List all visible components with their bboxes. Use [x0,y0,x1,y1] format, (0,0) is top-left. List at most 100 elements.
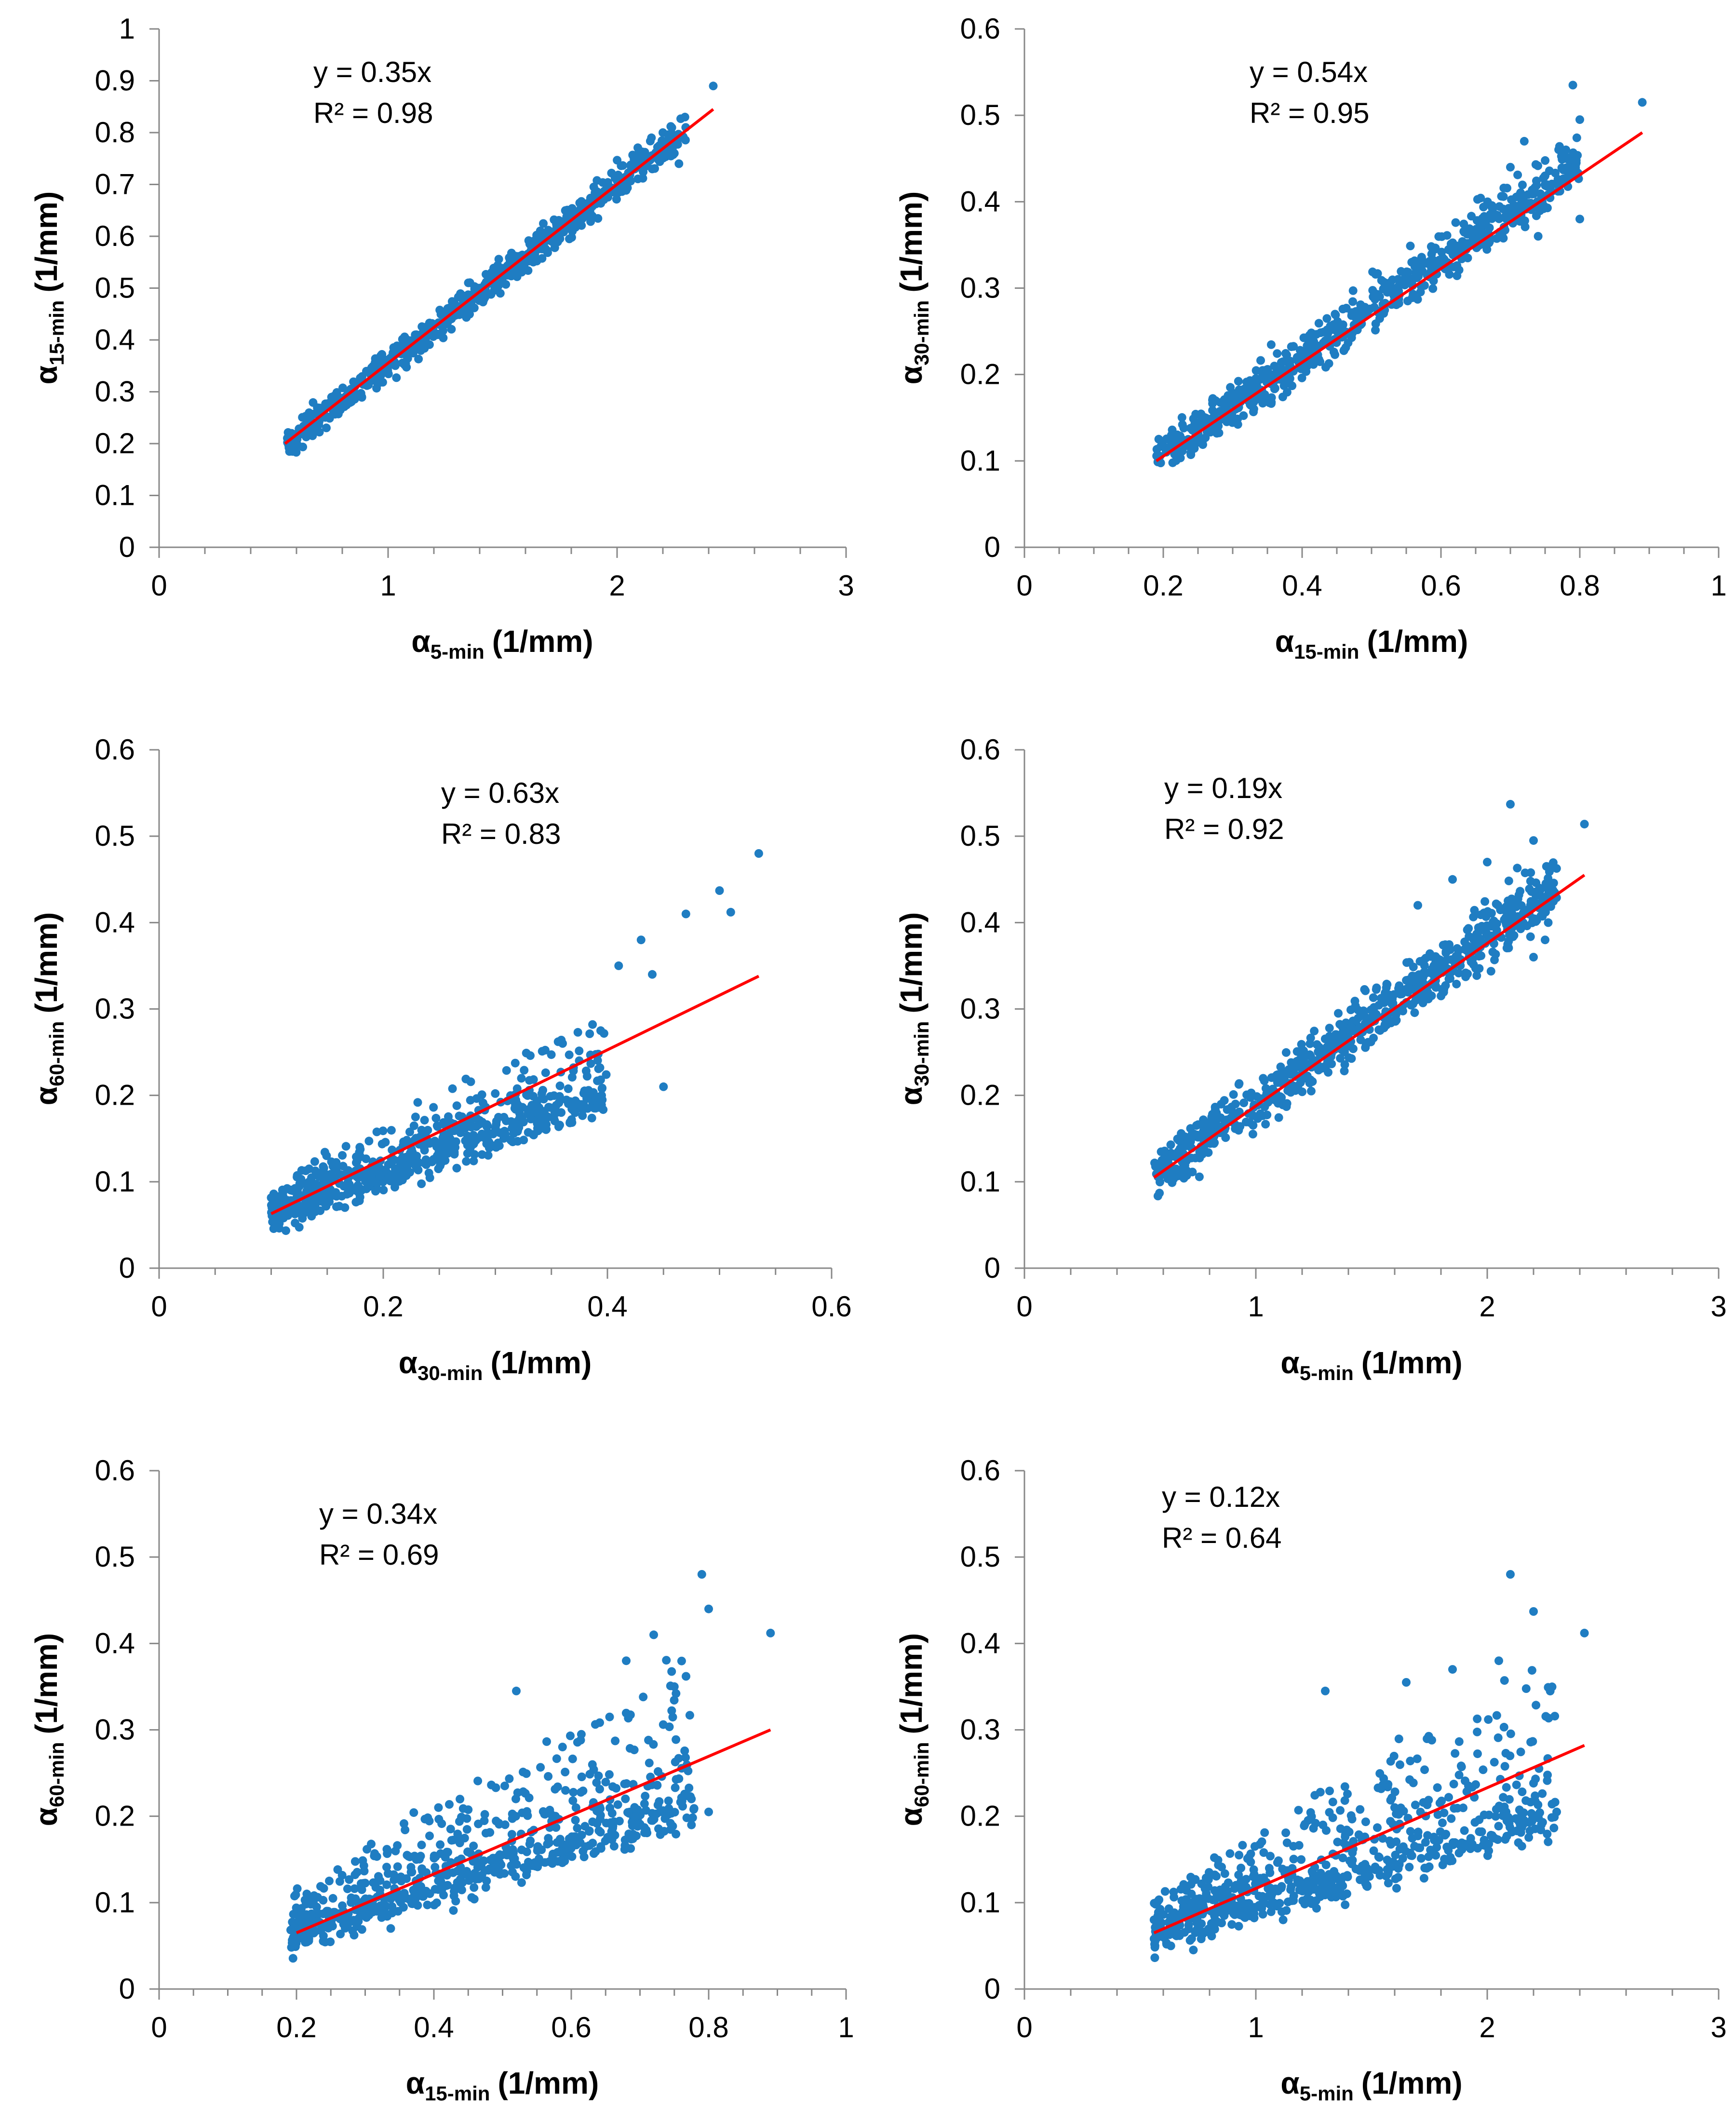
panel-1-data-point [372,384,381,393]
panel-5-data-point [319,1936,328,1946]
panel-5-data-point [462,1825,471,1834]
panel-5-data-point [624,1714,633,1723]
panel-5-data-point [681,1753,690,1762]
panel-3-data-point [390,1183,399,1191]
panel-4-data-point [1470,932,1479,941]
panel-2-data-point [1183,441,1192,450]
panel-5-data-point [307,1899,316,1908]
panel-2-data-point [1297,373,1306,382]
panel-1-data-point [524,266,533,275]
panel-2-data-point [1178,420,1187,429]
panel-5-data-point [526,1836,535,1845]
panel-6-data-point [1251,1879,1260,1888]
panel-2-data-point [1517,198,1526,207]
panel-6-data-point [1186,1872,1195,1881]
panel-3-data-point [525,1076,534,1085]
panel-5-data-point [594,1826,604,1835]
panel-6-data-point [1187,1889,1196,1898]
panel-2-data-point [1521,222,1530,231]
panel-6-data-point [1167,1914,1176,1923]
panel-5-data-point [409,1808,418,1817]
panel-5-data-point [545,1838,554,1847]
panel-5-data-point [430,1854,439,1863]
panel-6-data-point [1149,1934,1158,1943]
panel-5-data-point [349,1916,358,1925]
panel-5-x-tick-label: 0.2 [276,2011,316,2044]
panel-4-x-axis-title: α5-min (1/mm) [1280,1345,1462,1384]
panel-3-data-point [302,1180,311,1190]
panel-2-data-point [1541,156,1550,165]
panel-5-data-point [672,1775,681,1784]
panel-5-x-tick-label: 0 [151,2011,167,2044]
panel-6-data-point [1394,1810,1403,1819]
panel-4-data-point [1536,885,1545,894]
panel-3-data-point [409,1121,418,1130]
panel-5-data-point [704,1604,713,1613]
panel-5-data-point [588,1817,597,1827]
panel-4-data-point [1229,1090,1238,1099]
panel-2-data-point [1397,267,1406,276]
panel-4-data-point [1526,897,1535,906]
panel-2-data-point [1536,189,1545,198]
panel-2-data-point [1220,401,1229,410]
panel-3-y-axis-title: α60-min(1/mm) [29,912,68,1106]
panel-6-points [1149,1570,1589,1963]
panel-4-data-point [1472,971,1481,980]
panel-6-equation: y = 0.12x [1162,1481,1280,1513]
panel-1-equation: y = 0.35x [313,56,431,88]
panel-3-data-point [322,1151,331,1160]
panel-6-data-point [1440,1808,1449,1817]
panel-2-points [1152,81,1647,467]
panel-6-data-point [1500,1676,1509,1685]
panel-4-data-point [1346,1023,1356,1032]
panel-6-data-point [1521,1684,1531,1693]
panel-5-y-tick-label: 0.3 [95,1714,135,1746]
panel-2-data-point [1303,333,1312,342]
panel-6-data-point [1260,1828,1269,1837]
panel-6-data-point [1265,1868,1275,1877]
panel-5-data-point [348,1926,357,1936]
panel-4-data-point [1281,1048,1291,1057]
panel-4-data-point [1256,1109,1265,1118]
panel-4-data-point [1470,906,1479,915]
panel-6-data-point [1309,1884,1318,1894]
panel-5-data-point [579,1853,589,1861]
panel-6-data-point [1273,1858,1282,1867]
panel-1-data-point [612,195,621,204]
panel-6-y-tick-label: 0.3 [960,1714,1000,1746]
panel-3-data-point [585,1089,594,1098]
panel-3-data-point [565,1050,574,1059]
panel-5-data-point [400,1819,408,1828]
panel-2-r2: R² = 0.95 [1250,97,1369,129]
panel-1-data-point [367,363,376,372]
panel-4-data-point [1354,1005,1363,1015]
panel-2-data-point [1504,204,1513,213]
panel-3-data-point [595,1063,605,1072]
panel-6-data-point [1166,1927,1175,1936]
panel-5-data-point [684,1766,693,1775]
panel-5-data-point [508,1809,517,1818]
panel-5-data-point [343,1884,352,1894]
panel-2-data-point [1540,180,1549,189]
panel-6-data-point [1505,1819,1514,1828]
panel-3-data-point [285,1206,295,1216]
panel-3-data-point [482,1121,491,1130]
panel-5-data-point [671,1783,680,1792]
panel-5-data-point [561,1768,570,1776]
panel-1-data-point [512,272,522,281]
panel-5-data-point [588,1839,597,1848]
panel-3-data-point [467,1123,476,1132]
panel-3-data-point [341,1142,350,1151]
panel-5-data-point [363,1845,372,1854]
panel-6-data-point [1324,1873,1333,1882]
panel-5-data-point [446,1825,455,1834]
panel-4-data-point [1153,1191,1162,1201]
panel-4-data-point [1380,996,1389,1005]
panel-6-data-point [1311,1819,1320,1828]
panel-3-data-point [513,1137,522,1146]
panel-5-data-point [561,1786,570,1795]
panel-1-data-point [635,149,645,158]
panel-6-data-point [1406,1851,1415,1860]
panel-4-data-point [1395,981,1404,990]
